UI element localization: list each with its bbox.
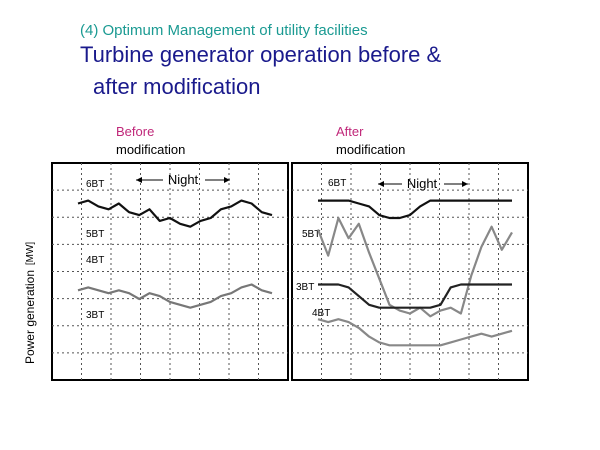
night-annotation-0: Night — [168, 172, 199, 187]
series-line-0-3BT — [77, 283, 273, 309]
slide-title-line-1: Turbine generator operation before & — [80, 42, 442, 67]
series-line-0-5BT — [77, 199, 273, 228]
band-label-1-3BT: 3BT — [296, 282, 314, 293]
slide-title-line-2: after modification — [93, 74, 261, 99]
night-arrowhead-right-1 — [462, 181, 468, 187]
band-label-1-5BT: 5BT — [302, 229, 320, 240]
series-line-1-3BT — [318, 283, 512, 309]
band-label-0-5BT: 5BT — [86, 229, 104, 240]
band-label-1-6BT: 6BT — [328, 178, 346, 189]
night-arrowhead-left-0 — [136, 177, 142, 183]
after-label-bottom: modification — [336, 142, 406, 157]
band-label-0-3BT: 3BT — [86, 310, 104, 321]
band-label-0-6BT: 6BT — [86, 179, 104, 190]
slide-subtitle: (4) Optimum Management of utility facili… — [80, 22, 368, 39]
before-label-top: Before — [116, 124, 155, 139]
series-line-1-5BT — [316, 216, 513, 318]
band-label-1-4BT: 4BT — [312, 308, 330, 319]
band-label-0-4BT: 4BT — [86, 255, 104, 266]
series-line-1-6BT — [318, 199, 512, 220]
before-label-bottom: modification — [116, 142, 186, 157]
series-line-1-4BT — [317, 318, 513, 347]
night-annotation-1: Night — [407, 176, 438, 191]
night-arrowhead-right-0 — [224, 177, 230, 183]
after-label-top: After — [336, 124, 364, 139]
night-arrowhead-left-1 — [378, 181, 384, 187]
